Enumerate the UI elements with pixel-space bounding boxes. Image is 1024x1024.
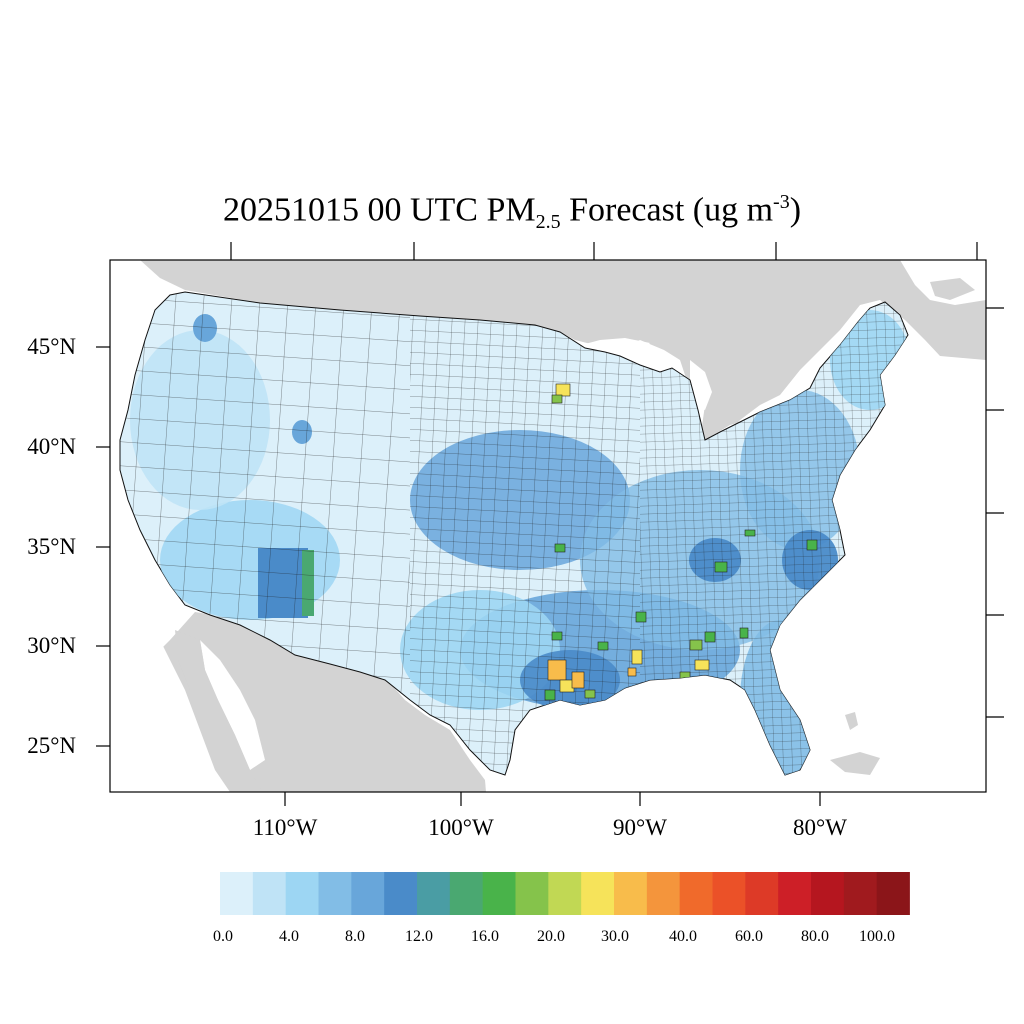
baja-coast-water (110, 640, 230, 792)
colorbar-swatch (876, 872, 910, 915)
hotspot-county (744, 529, 756, 537)
colorbar-label: 30.0 (601, 928, 629, 945)
colorbar-swatch (712, 872, 746, 915)
lake-huron (690, 360, 712, 410)
hotspot-county (704, 631, 716, 643)
colorbar-swatch (318, 872, 352, 915)
colorbar-swatch (220, 872, 254, 915)
title-middle: Forecast (ug m (560, 191, 774, 229)
colorbar-swatch (843, 872, 878, 915)
colorbar-label: 100.0 (859, 928, 895, 945)
colorbar-swatch (417, 872, 451, 915)
lon-label-90w: 90°W (613, 815, 667, 840)
baja-peninsula (175, 630, 262, 792)
colorbar-label: 60.0 (735, 928, 763, 945)
pm25-hotspots (544, 383, 818, 701)
colorbar-label: 16.0 (471, 928, 499, 945)
hotspot-county (689, 639, 703, 651)
colorbar-swatch (384, 872, 418, 915)
hotspot-county (694, 659, 710, 671)
lat-label-40n: 40°N (27, 434, 76, 459)
colorbar-label: 0.0 (213, 928, 233, 945)
hotspot-county (547, 659, 567, 681)
colorbar-label: 8.0 (345, 928, 365, 945)
lon-label-110w: 110°W (252, 815, 318, 840)
tick-marks (96, 242, 1004, 806)
hotspot-county (627, 667, 637, 677)
cuba-land (830, 752, 880, 775)
chart-title: 20251015 00 UTC PM2.5 Forecast (ug m-3) (0, 182, 1024, 242)
hotspot-county (551, 394, 563, 404)
colorbar-swatch (515, 872, 549, 915)
colorbar-swatch (449, 872, 484, 915)
colorbar-swatch (285, 872, 319, 915)
colorbar-label: 4.0 (279, 928, 299, 945)
colorbar-label: 80.0 (801, 928, 829, 945)
canada-land (140, 260, 986, 450)
lat-label-30n: 30°N (27, 633, 76, 658)
hotspot-county (551, 631, 563, 641)
colorbar (220, 872, 910, 915)
hotspot-county (554, 543, 566, 553)
colorbar-label: 20.0 (537, 928, 565, 945)
hotspot-county (544, 689, 556, 701)
colorbar-swatch (646, 872, 681, 915)
canada-island (930, 278, 975, 300)
colorbar-swatch (614, 872, 648, 915)
gulf-california (200, 640, 265, 770)
lat-label-45n: 45°N (27, 334, 76, 359)
colorbar-swatch (778, 872, 812, 915)
colorbar-label: 40.0 (669, 928, 697, 945)
title-superscript: -3 (773, 191, 790, 213)
lat-label-25n: 25°N (27, 733, 76, 758)
lat-label-35n: 35°N (27, 534, 76, 559)
colorbar-swatch (581, 872, 615, 915)
hotspot-county (635, 611, 647, 623)
title-prefix: 20251015 00 UTC PM (222, 191, 536, 229)
hotspot-county (571, 671, 585, 689)
hotspot-county (584, 689, 596, 699)
colorbar-swatch (679, 872, 713, 915)
hotspot-county (555, 383, 571, 397)
bahamas-land (845, 712, 858, 730)
hotspot-county (631, 649, 643, 665)
colorbar-swatch (482, 872, 516, 915)
title-suffix: ) (789, 191, 802, 229)
colorbar-swatch (811, 872, 845, 915)
lon-label-100w: 100°W (428, 815, 494, 840)
colorbar-swatch (548, 872, 582, 915)
colorbar-swatch (252, 872, 287, 915)
colorbar-swatch (351, 872, 385, 915)
colorbar-label: 12.0 (405, 928, 433, 945)
lon-label-80w: 80°W (793, 815, 847, 840)
colorbar-swatch (745, 872, 779, 915)
map-frame (109, 259, 987, 793)
title-subscript: 2.5 (535, 211, 561, 234)
hotspot-county (597, 641, 609, 651)
hotspot-county (806, 539, 818, 551)
hotspot-county (739, 627, 749, 639)
county-lines-central (410, 292, 640, 775)
hotspot-county (714, 561, 728, 573)
